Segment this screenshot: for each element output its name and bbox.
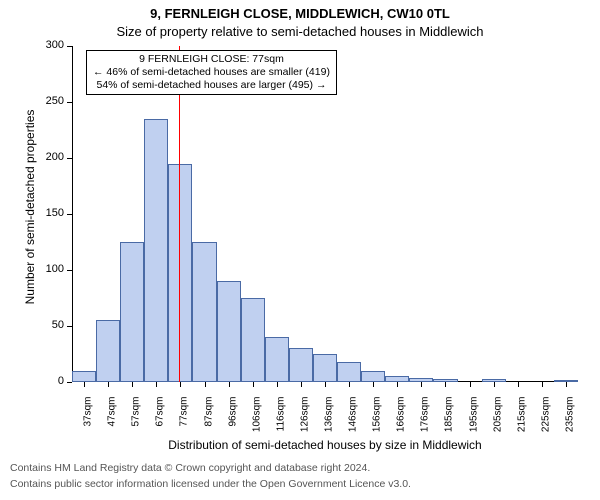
x-tick (156, 382, 157, 387)
x-tick (180, 382, 181, 387)
x-tick-label: 225sqm (540, 397, 551, 457)
x-tick-label: 57sqm (131, 397, 142, 457)
x-tick-label: 126sqm (299, 397, 310, 457)
x-tick (421, 382, 422, 387)
chart-plot-area (72, 46, 578, 382)
y-tick-label: 150 (34, 207, 64, 219)
histogram-bar (361, 371, 385, 382)
histogram-bar (72, 371, 96, 382)
x-tick (229, 382, 230, 387)
y-axis-line (72, 46, 73, 382)
x-tick-label: 87sqm (203, 397, 214, 457)
page-title-line1: 9, FERNLEIGH CLOSE, MIDDLEWICH, CW10 0TL (0, 6, 600, 21)
page-title-line2: Size of property relative to semi-detach… (0, 24, 600, 39)
y-tick-label: 100 (34, 263, 64, 275)
x-tick-label: 156sqm (372, 397, 383, 457)
histogram-bar (168, 164, 192, 382)
x-tick-label: 215sqm (516, 397, 527, 457)
x-tick-label: 47sqm (107, 397, 118, 457)
x-tick-label: 37sqm (83, 397, 94, 457)
annotation-line3: 54% of semi-detached houses are larger (… (93, 79, 330, 92)
x-tick (566, 382, 567, 387)
histogram-bar (241, 298, 265, 382)
marker-line (179, 46, 180, 382)
y-tick (67, 214, 72, 215)
footer-line1: Contains HM Land Registry data © Crown c… (10, 462, 370, 474)
x-tick-label: 77sqm (179, 397, 190, 457)
annotation-line1: 9 FERNLEIGH CLOSE: 77sqm (93, 53, 330, 66)
footer-line2: Contains public sector information licen… (10, 478, 411, 490)
histogram-bar (337, 362, 361, 382)
y-tick (67, 382, 72, 383)
x-tick (397, 382, 398, 387)
x-tick (277, 382, 278, 387)
x-tick-label: 136sqm (324, 397, 335, 457)
x-tick-label: 67sqm (155, 397, 166, 457)
annotation-line2: ← 46% of semi-detached houses are smalle… (93, 66, 330, 79)
y-tick (67, 46, 72, 47)
histogram-bar (265, 337, 289, 382)
histogram-bar (96, 320, 120, 382)
x-tick (205, 382, 206, 387)
x-tick (542, 382, 543, 387)
histogram-bar (120, 242, 144, 382)
x-tick-label: 146sqm (348, 397, 359, 457)
y-tick-label: 0 (34, 375, 64, 387)
x-tick-label: 235sqm (564, 397, 575, 457)
x-tick (494, 382, 495, 387)
x-tick (518, 382, 519, 387)
x-tick (132, 382, 133, 387)
x-tick (301, 382, 302, 387)
y-tick-label: 50 (34, 319, 64, 331)
histogram-bar (144, 119, 168, 382)
x-tick-label: 205sqm (492, 397, 503, 457)
y-tick (67, 158, 72, 159)
x-tick-label: 116sqm (275, 397, 286, 457)
x-tick-label: 106sqm (251, 397, 262, 457)
x-tick (445, 382, 446, 387)
x-tick-label: 166sqm (396, 397, 407, 457)
x-tick (108, 382, 109, 387)
histogram-bar (192, 242, 216, 382)
x-tick (253, 382, 254, 387)
y-tick (67, 326, 72, 327)
x-tick-label: 176sqm (420, 397, 431, 457)
histogram-bar (289, 348, 313, 382)
x-tick-label: 96sqm (227, 397, 238, 457)
x-tick-label: 195sqm (468, 397, 479, 457)
x-tick (349, 382, 350, 387)
annotation-box: 9 FERNLEIGH CLOSE: 77sqm← 46% of semi-de… (86, 50, 337, 95)
y-tick-label: 200 (34, 151, 64, 163)
y-tick-label: 300 (34, 39, 64, 51)
y-tick-label: 250 (34, 95, 64, 107)
x-tick-label: 185sqm (444, 397, 455, 457)
x-tick (470, 382, 471, 387)
histogram-bar (313, 354, 337, 382)
x-tick (373, 382, 374, 387)
y-tick (67, 102, 72, 103)
y-tick (67, 270, 72, 271)
x-tick (325, 382, 326, 387)
x-tick (84, 382, 85, 387)
histogram-bar (217, 281, 241, 382)
